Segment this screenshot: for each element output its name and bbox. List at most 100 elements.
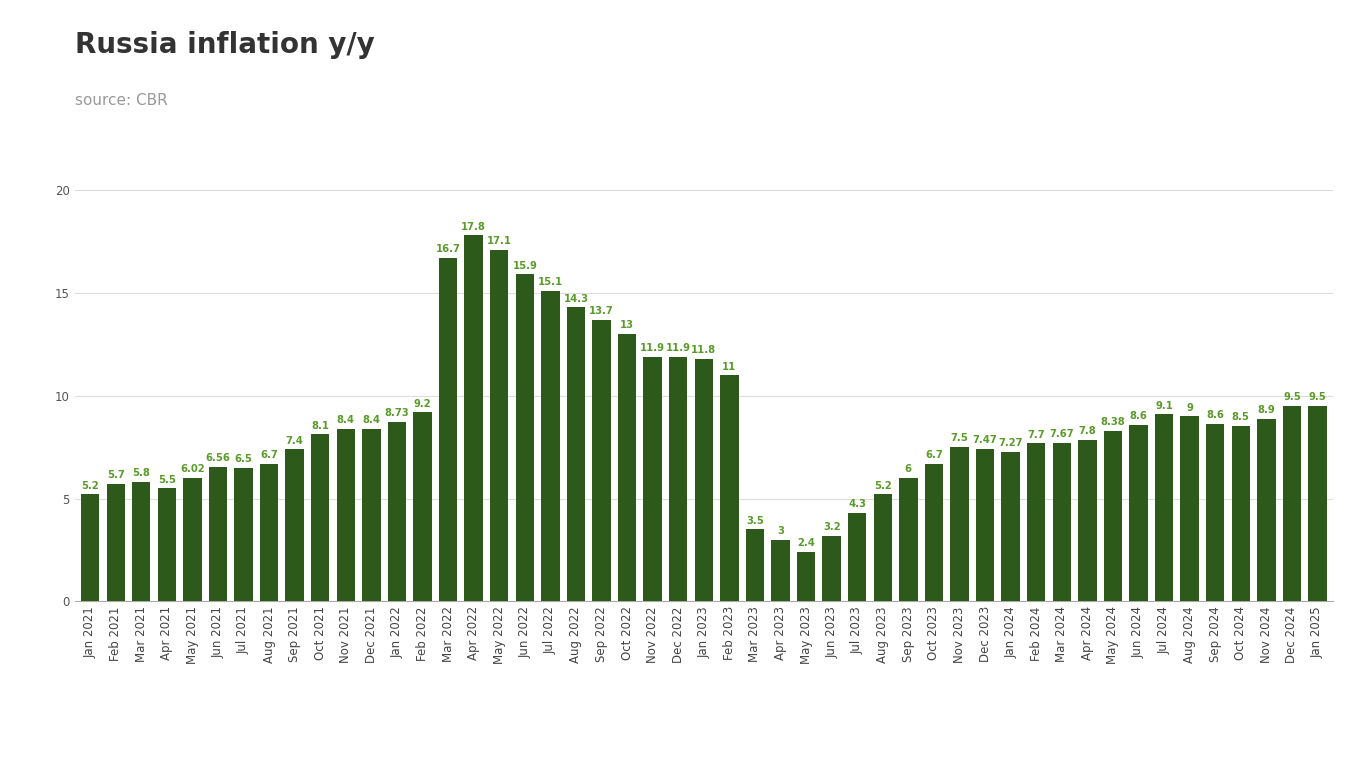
Bar [1027, 443, 1046, 601]
Bar [899, 478, 918, 601]
Bar [234, 468, 253, 601]
Text: 4.3: 4.3 [849, 500, 866, 510]
Bar [593, 320, 611, 601]
Bar [362, 429, 381, 601]
Bar [1078, 440, 1096, 601]
Text: 11.9: 11.9 [641, 343, 665, 353]
Text: 13: 13 [620, 321, 634, 331]
Text: 9.1: 9.1 [1155, 401, 1172, 411]
Bar [1206, 424, 1224, 601]
Bar [1180, 416, 1198, 601]
Text: 11.9: 11.9 [666, 343, 691, 353]
Bar [1232, 426, 1250, 601]
Bar [158, 488, 175, 601]
Text: 6: 6 [904, 464, 911, 474]
Bar [1104, 431, 1122, 601]
Bar [388, 422, 407, 601]
Bar [1001, 452, 1020, 601]
Bar [771, 540, 790, 601]
Bar [823, 536, 840, 601]
Text: 6.56: 6.56 [205, 453, 230, 463]
Bar [745, 530, 764, 601]
Text: 17.1: 17.1 [487, 236, 511, 246]
Text: 8.4: 8.4 [362, 415, 381, 425]
Text: 9.5: 9.5 [1282, 392, 1300, 402]
Bar [82, 494, 99, 601]
Text: 5.2: 5.2 [82, 481, 99, 491]
Text: 8.6: 8.6 [1206, 410, 1224, 420]
Bar [1282, 406, 1302, 601]
Text: 2.4: 2.4 [797, 538, 815, 548]
Bar [669, 357, 687, 601]
Text: 15.1: 15.1 [537, 278, 563, 288]
Text: 7.7: 7.7 [1027, 429, 1044, 439]
Bar [797, 552, 815, 601]
Text: 15.9: 15.9 [513, 261, 537, 271]
Bar [541, 291, 559, 601]
Text: 6.7: 6.7 [260, 450, 277, 460]
Text: 6.7: 6.7 [925, 450, 942, 460]
Text: 11.8: 11.8 [691, 345, 717, 355]
Text: 7.47: 7.47 [972, 435, 997, 445]
Text: 8.4: 8.4 [337, 415, 355, 425]
Text: 3: 3 [777, 526, 783, 536]
Bar [849, 513, 866, 601]
Bar [643, 357, 662, 601]
Bar [1257, 419, 1276, 601]
Bar [1308, 406, 1326, 601]
Text: 7.27: 7.27 [998, 438, 1023, 448]
Text: 5.8: 5.8 [132, 469, 150, 479]
Text: 3.2: 3.2 [823, 522, 840, 532]
Bar [1129, 425, 1148, 601]
Bar [695, 359, 713, 601]
Bar [439, 258, 457, 601]
Bar [1155, 414, 1174, 601]
Bar [490, 250, 509, 601]
Bar [286, 449, 303, 601]
Bar [311, 434, 329, 601]
Bar [413, 412, 431, 601]
Bar [1053, 443, 1070, 601]
Text: 5.2: 5.2 [874, 481, 892, 491]
Bar [515, 274, 534, 601]
Text: 16.7: 16.7 [435, 244, 461, 254]
Bar [976, 449, 994, 601]
Bar [209, 466, 227, 601]
Text: 3.5: 3.5 [747, 516, 764, 526]
Text: 5.5: 5.5 [158, 475, 175, 485]
Text: 9.2: 9.2 [413, 399, 431, 409]
Bar [925, 463, 942, 601]
Bar [617, 334, 636, 601]
Text: 7.8: 7.8 [1078, 426, 1096, 436]
Text: 8.9: 8.9 [1258, 405, 1276, 415]
Text: 13.7: 13.7 [589, 306, 613, 316]
Text: 8.5: 8.5 [1232, 412, 1250, 422]
Bar [132, 482, 151, 601]
Text: 9: 9 [1186, 402, 1193, 412]
Text: 6.02: 6.02 [180, 464, 205, 474]
Text: 14.3: 14.3 [563, 294, 589, 304]
Bar [567, 308, 585, 601]
Bar [184, 477, 201, 601]
Bar [106, 484, 125, 601]
Bar [721, 375, 738, 601]
Text: 5.7: 5.7 [107, 470, 125, 480]
Bar [873, 494, 892, 601]
Bar [465, 235, 483, 601]
Text: 8.73: 8.73 [385, 408, 409, 418]
Text: 8.1: 8.1 [311, 420, 329, 430]
Bar [951, 447, 968, 601]
Bar [260, 463, 279, 601]
Text: 7.5: 7.5 [951, 433, 968, 443]
Text: 11: 11 [722, 362, 737, 372]
Text: Russia inflation y/y: Russia inflation y/y [75, 31, 374, 59]
Bar [337, 429, 355, 601]
Text: 7.67: 7.67 [1050, 429, 1074, 439]
Text: 8.38: 8.38 [1100, 417, 1125, 427]
Text: 6.5: 6.5 [235, 454, 253, 464]
Text: 7.4: 7.4 [286, 436, 303, 446]
Text: 17.8: 17.8 [461, 222, 486, 232]
Text: 8.6: 8.6 [1130, 411, 1148, 421]
Text: source: CBR: source: CBR [75, 93, 167, 107]
Text: 9.5: 9.5 [1308, 392, 1326, 402]
